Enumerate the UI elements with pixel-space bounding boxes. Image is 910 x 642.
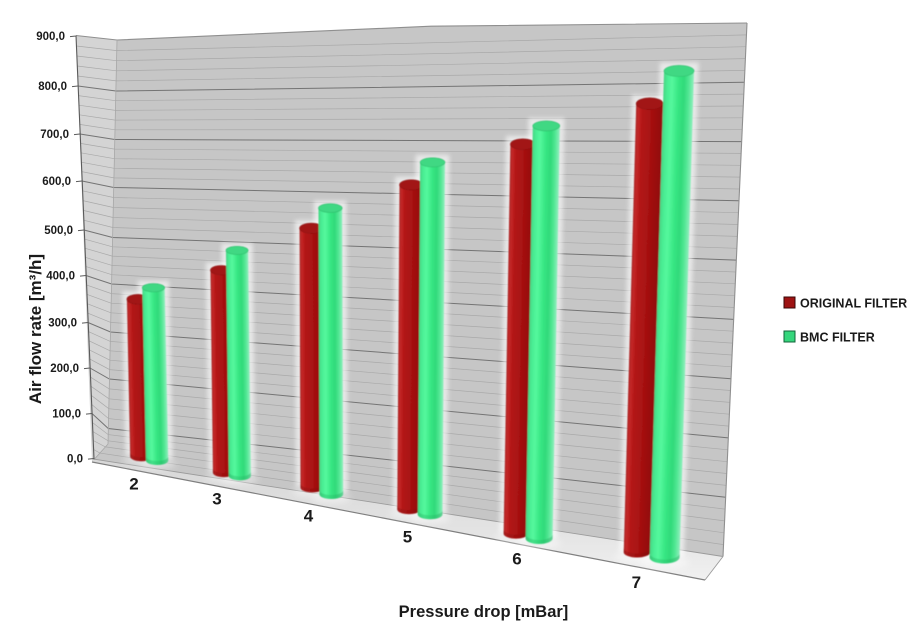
svg-text:5: 5 [403, 528, 412, 547]
svg-text:Air flow rate [m³/h]: Air flow rate [m³/h] [26, 254, 45, 404]
svg-text:300,0: 300,0 [48, 318, 77, 330]
svg-text:500,0: 500,0 [44, 225, 73, 237]
svg-text:700,0: 700,0 [40, 129, 69, 141]
svg-text:Pressure drop [mBar]: Pressure drop [mBar] [399, 603, 569, 621]
svg-text:2: 2 [129, 475, 138, 494]
svg-text:600,0: 600,0 [42, 176, 71, 188]
svg-text:BMC FILTER: BMC FILTER [800, 331, 875, 345]
svg-text:4: 4 [304, 507, 314, 526]
svg-text:0,0: 0,0 [67, 454, 83, 466]
svg-text:100,0: 100,0 [52, 409, 81, 421]
svg-text:3: 3 [212, 490, 221, 509]
svg-text:800,0: 800,0 [38, 81, 67, 93]
svg-text:7: 7 [632, 573, 641, 592]
svg-text:6: 6 [512, 550, 521, 569]
svg-text:400,0: 400,0 [46, 271, 75, 283]
svg-text:200,0: 200,0 [50, 363, 79, 375]
svg-text:ORIGINAL FILTER: ORIGINAL FILTER [800, 297, 907, 311]
svg-text:900,0: 900,0 [36, 31, 65, 43]
